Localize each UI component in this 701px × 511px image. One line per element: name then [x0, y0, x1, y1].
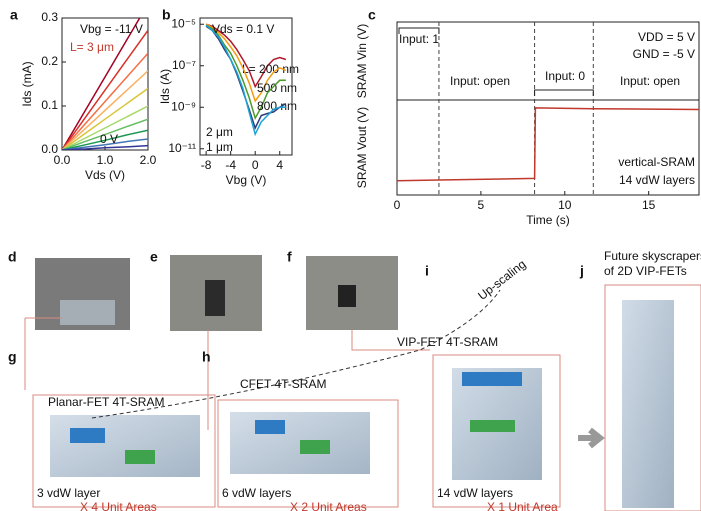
x-axis-label: Vds (V) [85, 168, 125, 182]
figure: d e f g h i j Planar-FET 4T-SRAM CFET 4T… [0, 0, 701, 511]
y-axis-label: Ids (A) [158, 69, 172, 104]
block [255, 420, 285, 434]
y-axis-label: SRAM Vin (V) [355, 24, 369, 98]
annotation: Input: 1 [399, 32, 439, 46]
illustration-g [50, 415, 200, 477]
y-tick-label: 10⁻⁷ [172, 58, 196, 72]
device [205, 280, 225, 316]
future-label: Future skyscrapers [604, 249, 701, 263]
series-label: 2 μm [206, 125, 233, 139]
x-tick-label: 2.0 [140, 153, 157, 167]
x-tick-label: -8 [201, 158, 212, 172]
series-line [206, 25, 286, 134]
y-tick-label: 10⁻¹¹ [168, 141, 196, 155]
arrow-label: Up-scaling [475, 257, 528, 303]
block [70, 428, 105, 443]
panel-label: h [202, 349, 211, 365]
annotation: 0 V [100, 132, 118, 146]
panel-label: b [162, 7, 171, 23]
y-tick-label: 10⁻⁵ [171, 16, 196, 30]
arrow [578, 430, 600, 446]
layer-label: 14 vdW layers [437, 486, 513, 500]
layer-label: 3 vdW layer [37, 486, 100, 500]
panel-label: j [579, 263, 584, 279]
annotation: Input: 0 [545, 69, 585, 83]
annotation: Input: open [620, 74, 680, 88]
series-label: L= 200 nm [242, 62, 299, 76]
series-label: 1 μm [206, 140, 233, 154]
x-axis-label: Vbg (V) [226, 173, 267, 187]
x-tick-label: 4 [276, 158, 283, 172]
x-tick-label: 15 [642, 198, 656, 212]
annotation: vertical-SRAM [618, 155, 695, 169]
design-label: CFET 4T-SRAM [240, 377, 326, 391]
block [462, 372, 522, 386]
panel-label: d [8, 249, 17, 265]
x-tick-label: 10 [558, 198, 572, 212]
series-line [397, 108, 699, 181]
panel-label: f [287, 249, 292, 265]
y-axis-label: SRAM Vout (V) [355, 107, 369, 188]
series-label: 800 nm [257, 99, 297, 113]
area-label: X 1 Unit Area [487, 500, 558, 511]
y-tick-label: 0.0 [41, 142, 58, 156]
device [338, 285, 356, 307]
x-tick-label: 5 [478, 198, 485, 212]
x-tick-label: 0 [394, 198, 401, 212]
x-tick-label: 1.0 [97, 153, 114, 167]
y-tick-label: 0.3 [41, 10, 58, 24]
x-tick-label: -4 [225, 158, 236, 172]
y-tick-label: 0.2 [41, 54, 58, 68]
illustration-j [622, 300, 674, 508]
annotation: Input: open [450, 74, 510, 88]
panel-label: g [8, 349, 17, 365]
panel-label: a [10, 7, 18, 23]
annotation: Vbg = -11 V [80, 22, 143, 36]
design-label: Planar-FET 4T-SRAM [48, 395, 164, 409]
area-label: X 2 Unit Areas [290, 500, 367, 511]
plot-frame [62, 18, 148, 150]
y-tick-label: 10⁻⁹ [171, 99, 196, 113]
panel-label: e [150, 249, 158, 265]
area-label: X 4 Unit Areas [80, 500, 157, 511]
x-tick-label: 0 [252, 158, 259, 172]
y-axis-label: Ids (mA) [20, 61, 34, 106]
annotation: VDD = 5 V [638, 30, 695, 44]
block [125, 450, 155, 464]
annotation: L= 3 μm [70, 40, 114, 54]
annotation: Vds = 0.1 V [212, 22, 274, 36]
layer-label: 6 vdW layers [222, 486, 291, 500]
future-label: of 2D VIP-FETs [604, 264, 687, 278]
block [300, 440, 330, 454]
device [60, 300, 115, 325]
design-label: VIP-FET 4T-SRAM [397, 335, 498, 349]
block [470, 420, 515, 432]
panel-label: c [368, 7, 376, 23]
panel-label: i [425, 263, 429, 279]
x-axis-label: Time (s) [526, 213, 570, 227]
annotation: 14 vdW layers [619, 173, 695, 187]
annotation: GND = -5 V [633, 47, 695, 61]
y-tick-label: 0.1 [41, 98, 58, 112]
